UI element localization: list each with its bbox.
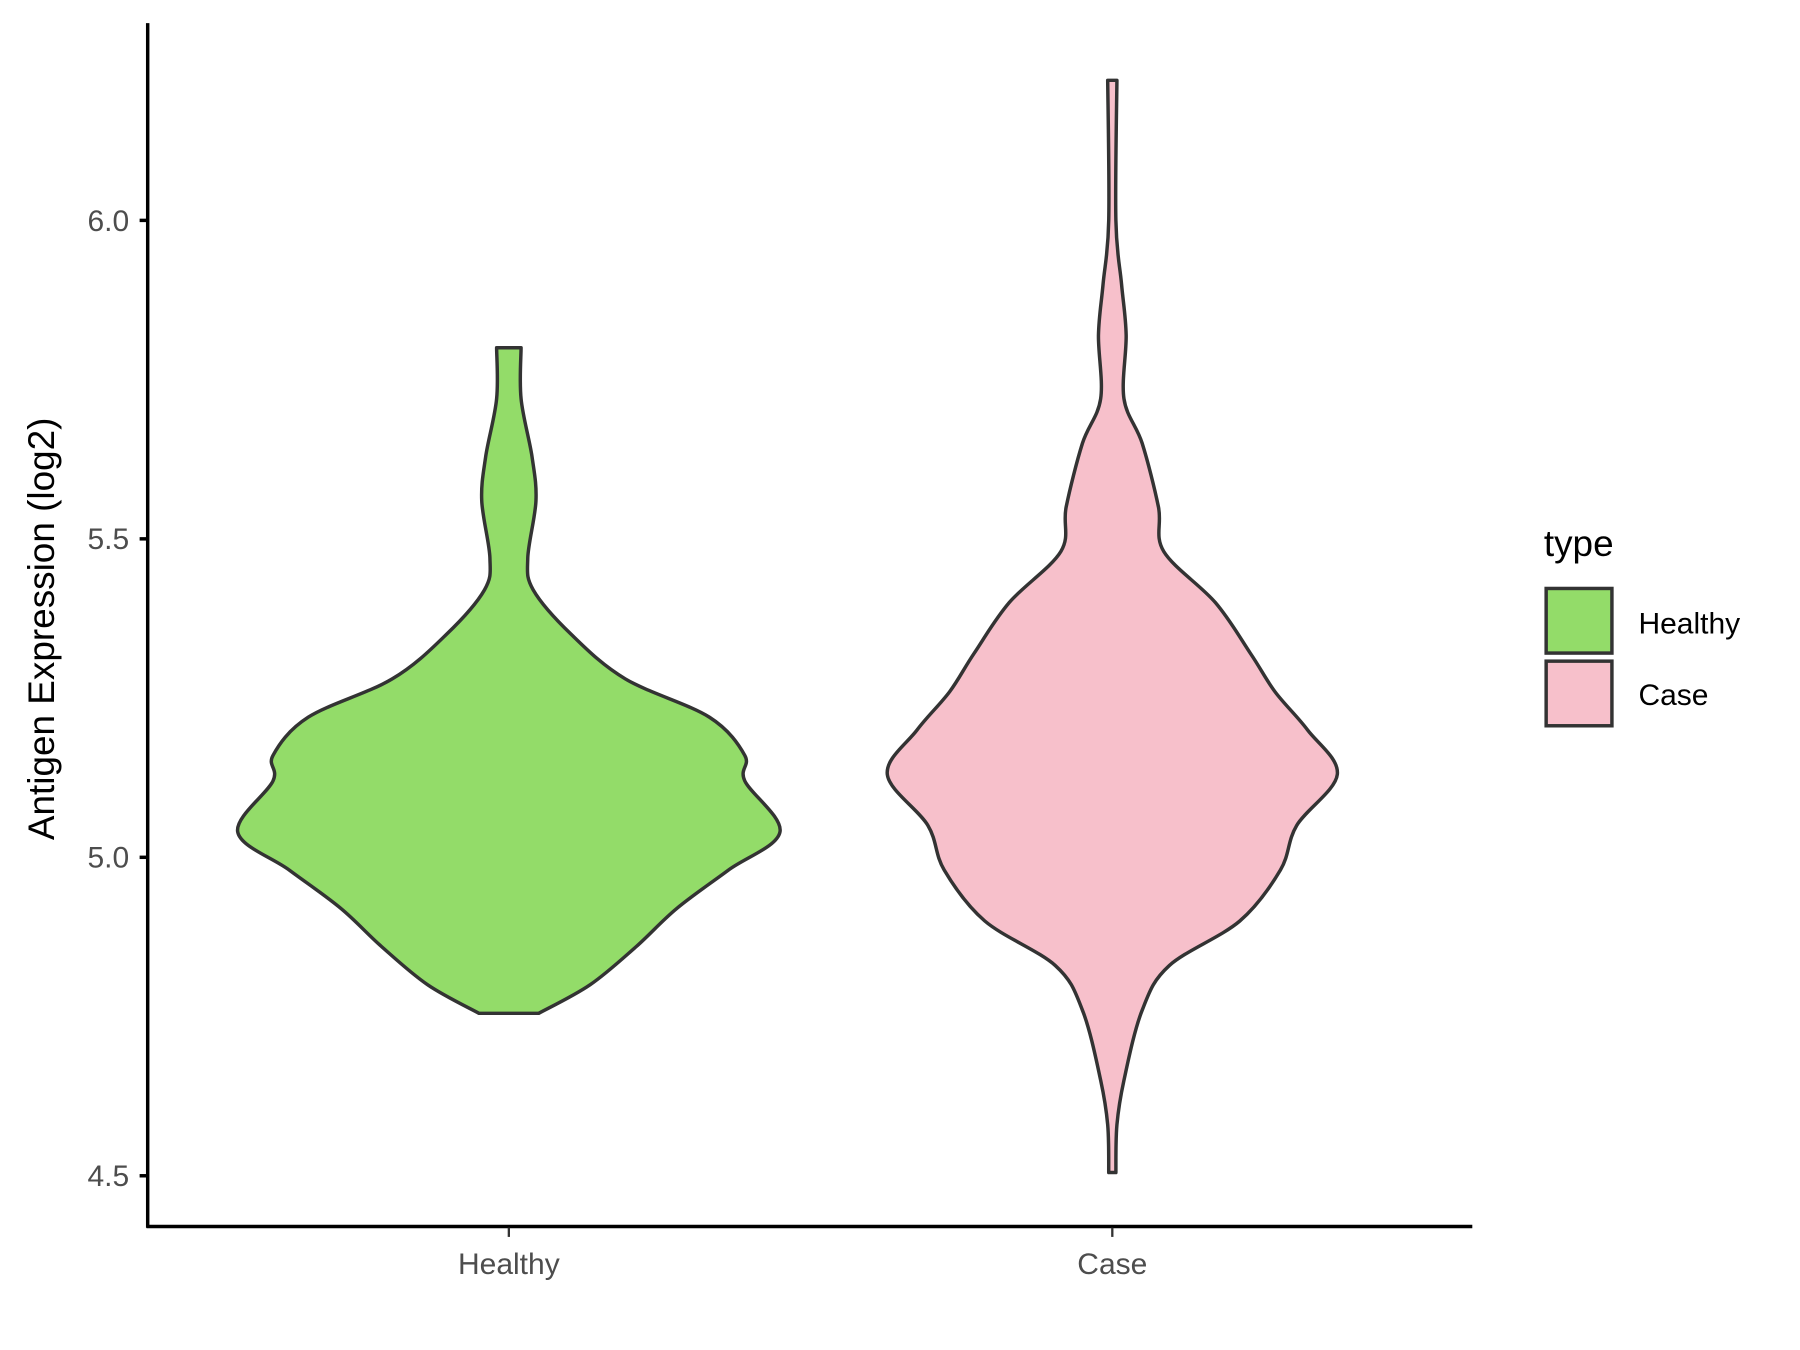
- legend-key-case: [1544, 659, 1614, 728]
- y-tick-label: 6.0: [88, 205, 130, 238]
- legend-title: type: [1544, 523, 1614, 564]
- violin-healthy: [235, 346, 782, 1016]
- legend-key-healthy: [1544, 586, 1614, 655]
- y-tick-label: 5.5: [88, 523, 130, 556]
- x-tick-label-healthy: Healthy: [458, 1248, 560, 1281]
- legend: type Healthy Case: [1544, 523, 1740, 728]
- legend-label-case: Case: [1638, 679, 1708, 712]
- y-axis-label: Antigen Expression (log2): [21, 418, 62, 841]
- x-ticks: Healthy Case: [458, 1227, 1147, 1281]
- x-tick-label-case: Case: [1077, 1248, 1147, 1281]
- y-ticks: 4.5 5.0 5.5 6.0: [88, 205, 148, 1193]
- legend-label-healthy: Healthy: [1638, 607, 1740, 640]
- violin-case: [885, 78, 1340, 1175]
- y-tick-label: 4.5: [88, 1160, 130, 1193]
- y-tick-label: 5.0: [88, 842, 130, 875]
- violins: [235, 78, 1340, 1175]
